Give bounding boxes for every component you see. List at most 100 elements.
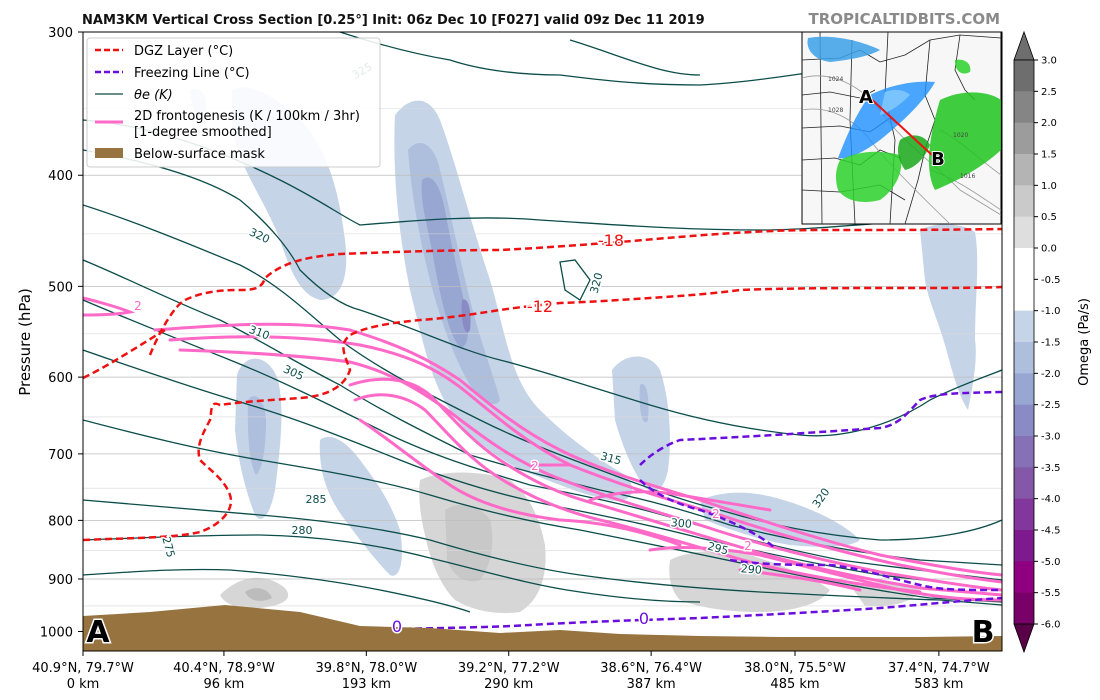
x-tick-distance: 387 km [627,677,676,692]
inset-map-pressure-label: 1028 [828,107,843,114]
colorbar-tick-label: -5.5 [1041,588,1061,599]
colorbar-tick-label: -4.0 [1041,494,1061,505]
colorbar-tick-label: 2.0 [1041,118,1057,129]
x-tick-distance: 96 km [203,677,244,692]
frontogenesis-contour [358,418,682,547]
frontogenesis-contour [83,296,136,317]
legend-box [86,37,381,168]
colorbar-segment [1014,60,1034,92]
inset-map-pressure-label: 1020 [953,132,968,139]
theta-e-contour [83,419,1002,603]
colorbar-segment [1014,592,1034,625]
omega-shaded-region [247,396,266,475]
colorbar-segment [1014,122,1034,155]
legend-label-frontogenesis-line2: [1-degree smoothed] [134,125,272,140]
inset-map-precip-snow [807,36,935,159]
inset-map-pressure-label: 1024 [828,76,843,83]
x-tick-coord: 38.0°N, 75.5°W [744,661,846,676]
x-axis: 40.9°N, 79.7°W0 km 40.4°N, 78.9°W96 km 39.… [32,651,990,692]
freezing-line-contour [729,558,1002,592]
legend-label-frontogenesis: 2D frontogenesis (K / 100km / 3hr) [134,109,360,124]
contour-label: 0 [392,617,402,636]
x-tick-coord: 40.4°N, 78.9°W [173,661,275,676]
theta-e-contour [339,32,1002,86]
contour-label: 2 [531,459,539,473]
omega-shaded-region [319,436,402,576]
colorbar-tick-label: -5.0 [1041,557,1061,568]
contour-label: 285 [306,493,327,506]
inset-location-map: A B 1024 1028 1020 1016 [801,31,1002,225]
colorbar-segment [1014,310,1034,343]
colorbar-tick-label: -3.5 [1041,463,1061,474]
omega-shaded-region [445,504,493,582]
contour-label: 2 [712,507,720,521]
endpoint-label-b: B [972,615,995,650]
colorbar-tick-label: -2.5 [1041,400,1061,411]
dgz-contour [148,227,1002,356]
contour-label: 2 [134,299,142,313]
y-tick-label: 500 [48,280,73,295]
colorbar-segment [1014,467,1034,500]
legend-label-mask: Below-surface mask [134,147,265,162]
colorbar-tick-label: 1.0 [1041,181,1057,192]
colorbar-tick-label: -2.0 [1041,369,1061,380]
theta-e-contour [83,499,1002,606]
legend-swatch-mask [95,148,123,158]
colorbar-tick-label: 1.5 [1041,150,1057,161]
y-tick-label: 300 [48,26,73,41]
colorbar-tick-label: 3.0 [1041,56,1057,67]
inset-map-label-a: A [859,87,873,108]
y-tick-label: 700 [48,448,73,463]
legend: DGZ Layer (°C) Freezing Line (°C) θe (K)… [86,37,381,168]
endpoint-label-a: A [86,615,110,650]
legend-label-freezing: Freezing Line (°C) [134,66,250,81]
contour-label: 290 [740,562,762,577]
omega-colorbar: 3.0 2.5 2.0 1.5 1.0 0.5 0.0 -0.5 -1.0 -1.5 -2.0 -2.… [1013,30,1061,654]
colorbar-segment [1014,342,1034,374]
y-tick-label: 1000 [40,625,73,640]
colorbar-tick-label: -1.0 [1041,306,1061,317]
contour-label: 2 [744,539,752,553]
colorbar-segment [1014,404,1034,437]
contour-label: 0 [639,609,649,628]
omega-shaded-region [920,224,978,410]
theta-e-contour [559,259,591,301]
theta-e-contour [83,299,1002,581]
contour-label: -18 [598,231,624,250]
omega-shaded-region [612,356,670,491]
plot-frame [82,31,1003,652]
below-surface-mask [83,605,1002,651]
colorbar-segment [1014,279,1034,312]
dgz-contour [83,328,166,380]
x-tick-coord: 39.2°N, 77.2°W [458,661,560,676]
x-tick-distance: 583 km [914,677,963,692]
y-tick-label: 900 [48,573,73,588]
inset-map-section-line [868,96,933,156]
x-tick-distance: 290 km [484,677,533,692]
x-tick-distance: 485 km [770,677,819,692]
theta-e-contour [569,39,701,76]
inset-map-label-b: B [931,149,945,170]
colorbar-segment [1014,530,1034,562]
site-watermark: TROPICALTIDBITS.COM [809,10,1001,28]
x-tick-distance: 193 km [342,677,391,692]
colorbar-tick-label: -1.5 [1041,338,1061,349]
frontogenesis-contour [738,568,862,592]
theta-e-contour [83,534,701,603]
frontogenesis-contour [648,546,1002,602]
chart-title: NAM3KM Vertical Cross Section [0.25°] In… [82,13,705,28]
freezing-line-contour [359,596,1002,632]
freezing-line-contours [359,390,1002,632]
colorbar-top-extension [1013,30,1035,61]
frontogenesis-contour [353,393,922,594]
colorbar-segment [1014,91,1034,124]
contour-label: 275 [159,535,177,559]
inset-map-pressure-label: 1016 [960,173,975,180]
y-tick-label: 800 [48,514,73,529]
colorbar-segment [1014,154,1034,186]
colorbar-tick-label: -6.0 [1041,620,1061,631]
colorbar-segment [1014,216,1034,249]
colorbar-bottom-extension [1013,623,1035,654]
y-axis: 300 400 500 600 700 800 900 1000 [40,26,83,640]
y-tick-label: 400 [48,169,73,184]
